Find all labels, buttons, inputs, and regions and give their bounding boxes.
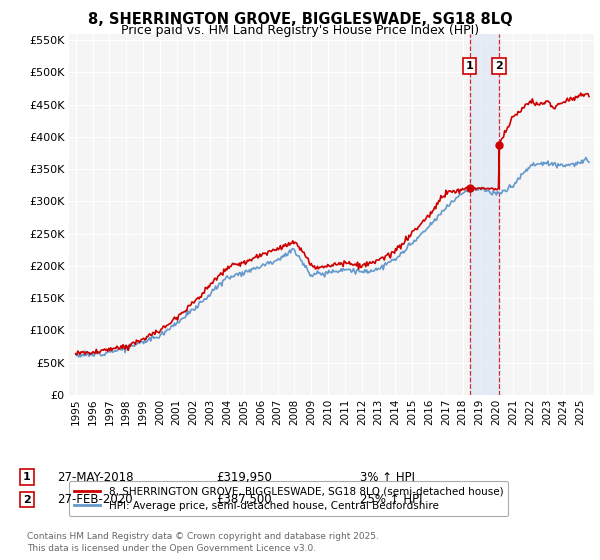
Legend: 8, SHERRINGTON GROVE, BIGGLESWADE, SG18 8LQ (semi-detached house), HPI: Average : 8, SHERRINGTON GROVE, BIGGLESWADE, SG18 …: [69, 481, 508, 516]
Text: 25% ↑ HPI: 25% ↑ HPI: [360, 493, 422, 506]
Text: 27-FEB-2020: 27-FEB-2020: [57, 493, 133, 506]
Text: 1: 1: [23, 472, 31, 482]
Text: 3% ↑ HPI: 3% ↑ HPI: [360, 470, 415, 484]
Text: £319,950: £319,950: [216, 470, 272, 484]
Bar: [470, 34, 499, 395]
Text: 2: 2: [495, 61, 503, 71]
Text: 2: 2: [23, 494, 31, 505]
Text: 8, SHERRINGTON GROVE, BIGGLESWADE, SG18 8LQ: 8, SHERRINGTON GROVE, BIGGLESWADE, SG18 …: [88, 12, 512, 27]
Text: Price paid vs. HM Land Registry's House Price Index (HPI): Price paid vs. HM Land Registry's House …: [121, 24, 479, 36]
Text: Contains HM Land Registry data © Crown copyright and database right 2025.
This d: Contains HM Land Registry data © Crown c…: [27, 533, 379, 553]
Text: £387,500: £387,500: [216, 493, 272, 506]
Text: 27-MAY-2018: 27-MAY-2018: [57, 470, 133, 484]
Text: 1: 1: [466, 61, 473, 71]
